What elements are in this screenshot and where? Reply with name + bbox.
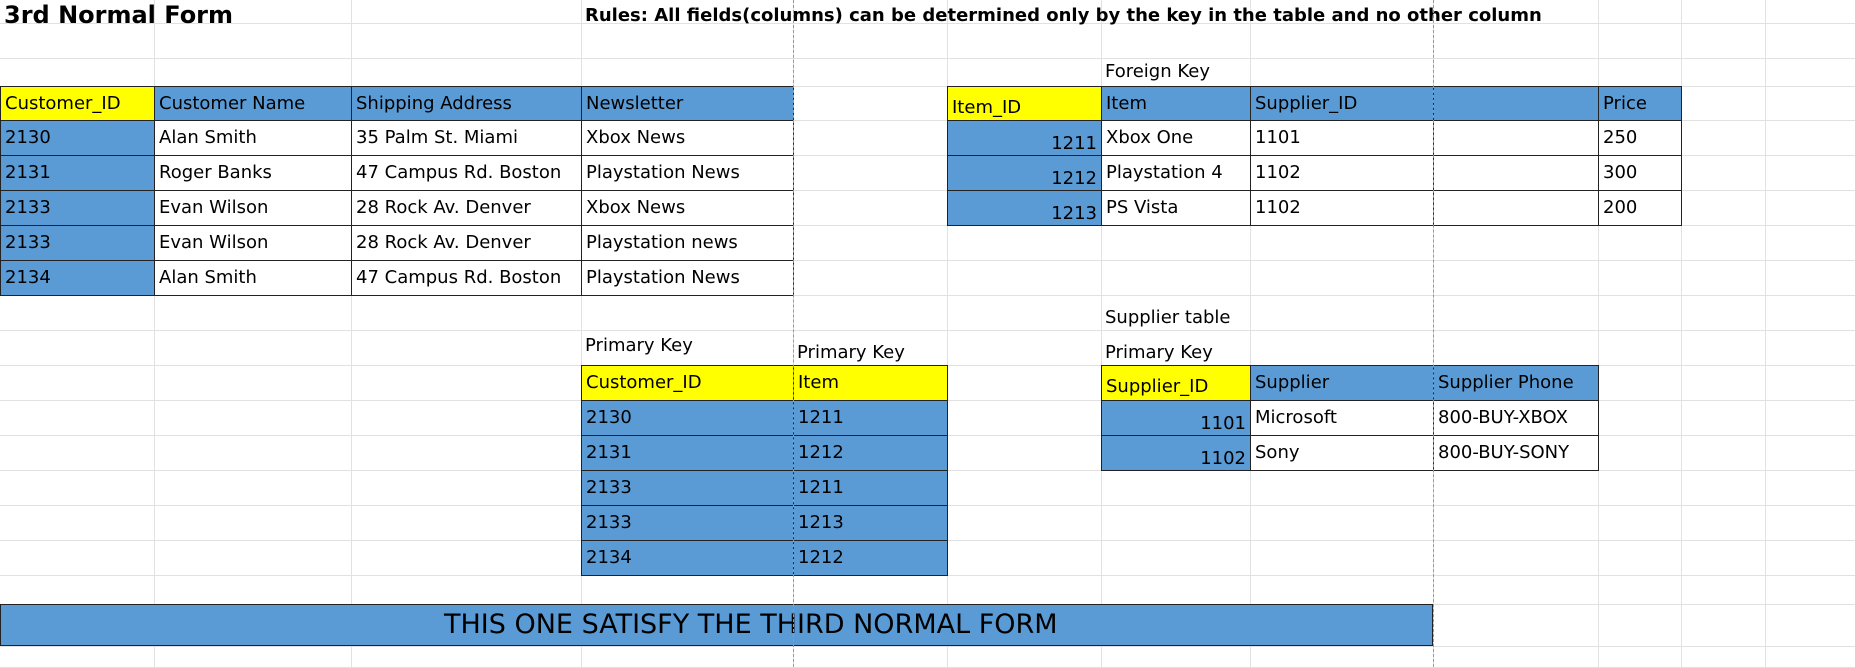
item-table-cell[interactable]: 1102 bbox=[1250, 155, 1434, 191]
gridline-row bbox=[0, 155, 1855, 156]
customer-table-cell[interactable]: Roger Banks bbox=[154, 155, 352, 191]
gridline-col bbox=[1101, 0, 1102, 667]
customer-table-header-cell[interactable]: Newsletter bbox=[581, 86, 794, 121]
conclusion-banner: THIS ONE SATISFY THE THIRD NORMAL FORM bbox=[0, 604, 1433, 646]
item-table-cell[interactable]: 1211 bbox=[947, 120, 1102, 156]
item-table-cell[interactable]: 1213 bbox=[947, 190, 1102, 226]
item-table-cell[interactable] bbox=[1433, 155, 1599, 191]
supplier-table-header-cell[interactable]: Supplier bbox=[1250, 365, 1434, 401]
item-table-cell[interactable] bbox=[1433, 190, 1599, 226]
customer-table-cell[interactable]: Playstation News bbox=[581, 155, 794, 191]
order-table-cell[interactable]: 2134 bbox=[581, 540, 794, 576]
customer-table-cell[interactable]: 2131 bbox=[0, 155, 155, 191]
banner-text: THIS ONE SATISFY THE THIRD NORMAL FORM bbox=[444, 609, 1058, 640]
customer-table-cell[interactable]: 35 Palm St. Miami bbox=[351, 120, 582, 156]
order-table-cell[interactable]: 1211 bbox=[793, 470, 948, 506]
item-table-cell[interactable]: 300 bbox=[1598, 155, 1682, 191]
item-table-cell[interactable]: Xbox One bbox=[1101, 120, 1251, 156]
gridline-col bbox=[154, 0, 155, 667]
gridline-col bbox=[1765, 0, 1766, 667]
gridline-col bbox=[351, 0, 352, 667]
customer-table-cell[interactable]: Xbox News bbox=[581, 120, 794, 156]
customer-table-cell[interactable]: Playstation news bbox=[581, 225, 794, 261]
customer-table-cell[interactable]: Playstation News bbox=[581, 260, 794, 296]
gridline-row bbox=[0, 260, 1855, 261]
customer-table-cell[interactable]: 47 Campus Rd. Boston bbox=[351, 155, 582, 191]
order-table-header-cell[interactable]: Customer_ID bbox=[581, 365, 794, 401]
item-table-cell[interactable]: 1212 bbox=[947, 155, 1102, 191]
customer-table-cell[interactable]: 47 Campus Rd. Boston bbox=[351, 260, 582, 296]
gridline-col bbox=[947, 0, 948, 667]
item-table-cell[interactable]: 1102 bbox=[1250, 190, 1434, 226]
supplier-table-cell[interactable]: Microsoft bbox=[1250, 400, 1434, 436]
gridline-row bbox=[0, 190, 1855, 191]
supplier-table-cell[interactable]: 800-BUY-XBOX bbox=[1433, 400, 1599, 436]
order-table-cell[interactable]: 2133 bbox=[581, 505, 794, 541]
primary-key-label: Primary Key bbox=[585, 335, 693, 356]
gridline-col bbox=[1598, 0, 1599, 667]
supplier-table-cell[interactable]: Sony bbox=[1250, 435, 1434, 471]
order-table-cell[interactable]: 1211 bbox=[793, 400, 948, 436]
page-break-line bbox=[793, 0, 794, 667]
item-table-cell[interactable]: 200 bbox=[1598, 190, 1682, 226]
gridline-row bbox=[0, 120, 1855, 121]
order-table-cell[interactable]: 2131 bbox=[581, 435, 794, 471]
gridline-row bbox=[0, 225, 1855, 226]
supplier-table-cell[interactable]: 800-BUY-SONY bbox=[1433, 435, 1599, 471]
gridline-row bbox=[0, 646, 1855, 647]
order-table-header-cell[interactable]: Item bbox=[793, 365, 948, 401]
order-table-cell[interactable]: 1213 bbox=[793, 505, 948, 541]
customer-table-header-cell[interactable]: Customer_ID bbox=[0, 86, 155, 121]
supplier-table-label: Supplier table bbox=[1105, 307, 1231, 328]
sheet-title: 3rd Normal Form bbox=[4, 1, 234, 29]
item-table-header-cell[interactable]: Item_ID bbox=[947, 86, 1102, 121]
customer-table-cell[interactable]: Evan Wilson bbox=[154, 225, 352, 261]
customer-table-cell[interactable]: 2130 bbox=[0, 120, 155, 156]
order-table-cell[interactable]: 1212 bbox=[793, 435, 948, 471]
supplier-table-cell[interactable]: 1102 bbox=[1101, 435, 1251, 471]
rules-text: Rules: All fields(columns) can be determ… bbox=[585, 5, 1542, 26]
gridline-col bbox=[1681, 0, 1682, 667]
primary-key-label: Primary Key bbox=[797, 342, 905, 363]
item-table-header-cell[interactable]: Price bbox=[1598, 86, 1682, 121]
item-table-cell[interactable]: Playstation 4 bbox=[1101, 155, 1251, 191]
customer-table-cell[interactable]: 2133 bbox=[0, 225, 155, 261]
order-table-cell[interactable]: 2130 bbox=[581, 400, 794, 436]
customer-table-cell[interactable]: 2134 bbox=[0, 260, 155, 296]
supplier-table-cell[interactable]: 1101 bbox=[1101, 400, 1251, 436]
customer-table-header-cell[interactable]: Customer Name bbox=[154, 86, 352, 121]
gridline-col bbox=[581, 0, 582, 667]
primary-key-label: Primary Key bbox=[1105, 342, 1213, 363]
item-table-header-cell[interactable] bbox=[1433, 86, 1599, 121]
foreign-key-label: Foreign Key bbox=[1105, 61, 1210, 82]
gridline-row bbox=[0, 86, 1855, 87]
gridline-row bbox=[0, 23, 1855, 24]
page-break-line bbox=[1433, 0, 1434, 667]
customer-table-cell[interactable]: 28 Rock Av. Denver bbox=[351, 225, 582, 261]
customer-table-cell[interactable]: Xbox News bbox=[581, 190, 794, 226]
item-table-cell[interactable]: 1101 bbox=[1250, 120, 1434, 156]
customer-table-cell[interactable]: Alan Smith bbox=[154, 260, 352, 296]
customer-table-cell[interactable]: Alan Smith bbox=[154, 120, 352, 156]
gridline-col bbox=[1250, 0, 1251, 667]
customer-table-cell[interactable]: 28 Rock Av. Denver bbox=[351, 190, 582, 226]
order-table-cell[interactable]: 1212 bbox=[793, 540, 948, 576]
gridline-row bbox=[0, 330, 1855, 331]
customer-table-header-cell[interactable]: Shipping Address bbox=[351, 86, 582, 121]
item-table-cell[interactable]: 250 bbox=[1598, 120, 1682, 156]
supplier-table-header-cell[interactable]: Supplier_ID bbox=[1101, 365, 1251, 401]
customer-table-cell[interactable]: 2133 bbox=[0, 190, 155, 226]
item-table-header-cell[interactable]: Item bbox=[1101, 86, 1251, 121]
gridline-row bbox=[0, 58, 1855, 59]
supplier-table-header-cell[interactable]: Supplier Phone bbox=[1433, 365, 1599, 401]
item-table-cell[interactable]: PS Vista bbox=[1101, 190, 1251, 226]
item-table-cell[interactable] bbox=[1433, 120, 1599, 156]
order-table-cell[interactable]: 2133 bbox=[581, 470, 794, 506]
gridline-row bbox=[0, 295, 1855, 296]
customer-table-cell[interactable]: Evan Wilson bbox=[154, 190, 352, 226]
item-table-header-cell[interactable]: Supplier_ID bbox=[1250, 86, 1434, 121]
